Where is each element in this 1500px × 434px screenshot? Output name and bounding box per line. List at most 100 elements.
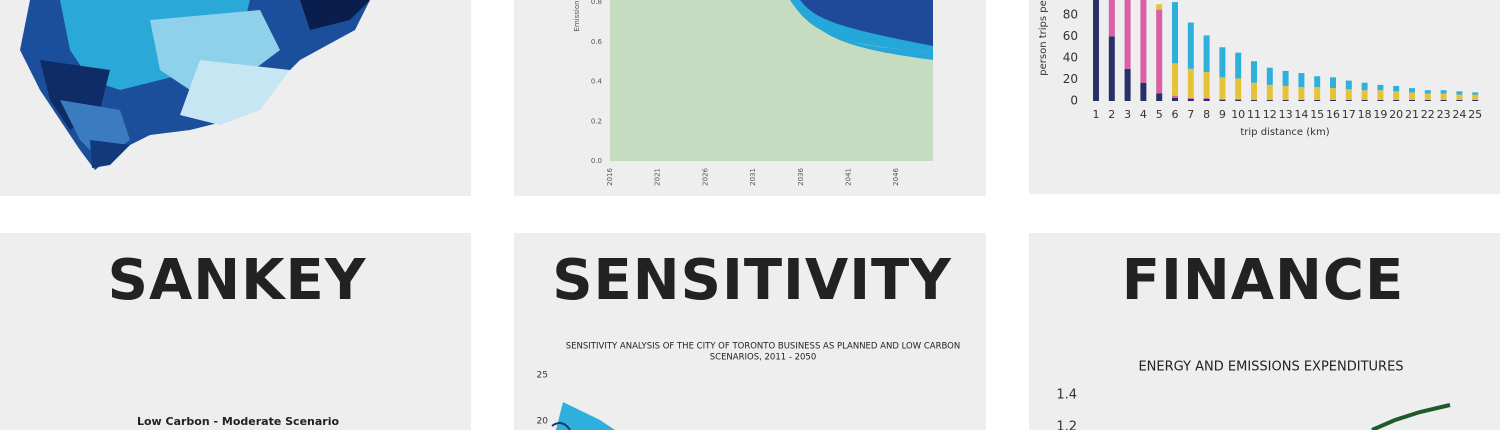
x-tick-label: 5 [1156,108,1163,121]
bar-segment [1472,99,1479,101]
x-tick-label: 7 [1187,108,1194,121]
bar-segment [1472,92,1479,95]
bar-segment [1251,61,1257,83]
y-tick-label: 20 [1063,72,1078,86]
x-tick-label: 18 [1358,108,1372,121]
bar-segment [1108,36,1115,101]
bar-segment [1456,91,1463,95]
x-tick-label: 10 [1231,108,1245,121]
bar-segment [1298,73,1305,88]
y-tick-label: 60 [1063,29,1078,43]
x-tick-label: 24 [1452,108,1466,121]
bar-segment [1345,80,1352,90]
x-tick-label: 2021 [654,168,662,186]
emissions-tile[interactable]: Emission 0.8 0.6 0.4 0.2 0.0 2016 2021 2026 2031 2… [514,0,986,196]
bar-segment [1424,99,1431,101]
bar-segment [1345,89,1352,100]
x-tick-label: 6 [1172,108,1179,121]
bar-segment [1472,94,1479,100]
bar-segment [1172,97,1178,101]
tile-background [1029,0,1500,194]
bar-segment [1456,99,1463,101]
x-tick-label: 2016 [606,167,614,185]
x-tick-label: 15 [1310,108,1324,121]
bar-segment [1314,99,1321,101]
bar-segment [1203,97,1210,99]
bar-segment [1266,84,1273,100]
sensitivity-tile[interactable]: SENSITIVITY SENSITIVITY ANALYSIS OF THE … [514,233,986,431]
bar-segment [1093,0,1099,101]
x-tick-label: 2036 [797,167,805,185]
x-tick-label: 20 [1389,108,1403,121]
map-tile[interactable] [0,0,471,196]
bar-segment [1409,92,1415,100]
bar-segment [1219,77,1226,99]
area [795,0,933,60]
y-tick-label: 0.2 [591,117,602,125]
x-tick-label: 17 [1342,108,1356,121]
bar-segment [1266,67,1273,85]
x-tick-label: 4 [1140,108,1147,121]
bar-segment [1282,99,1289,101]
bar-segment [1282,70,1289,86]
bar-segment [1187,97,1194,99]
bar-segment [1187,22,1194,69]
x-tick-label: 16 [1326,108,1340,121]
x-tick-label: 1 [1093,108,1100,121]
tile-subtitle: Low Carbon - Moderate Scenario [137,415,340,428]
x-tick-label: 19 [1373,108,1387,121]
x-tick-label: 2026 [701,167,709,185]
bar-segment [1203,35,1210,72]
y-tick-label: 0 [1070,94,1078,108]
bar-segment [1345,99,1352,101]
chart-subtitle: SCENARIOS, 2011 - 2050 [710,353,817,363]
finance-tile[interactable]: FINANCE ENERGY AND EMISSIONS EXPENDITURE… [1029,233,1500,434]
y-tick-label: 80 [1063,8,1078,22]
bar-segment [1156,93,1163,101]
map [20,0,370,170]
bar-segment [1361,90,1368,100]
line [551,422,571,431]
bar-segment [1203,71,1210,98]
bar-segment [1440,93,1447,100]
bar-segment [1251,82,1257,100]
bar-segment [1124,0,1131,69]
x-tick-label: 11 [1247,108,1261,121]
area [556,402,615,430]
bar-segment [1235,99,1242,101]
y-axis-label: Emission [573,0,581,31]
area [800,0,933,46]
bar-segment [1140,82,1147,101]
bar-segment [1377,84,1384,91]
bar-segment [1440,99,1447,101]
y-tick-label: 0.6 [591,38,603,46]
tile-background [514,233,986,430]
bar-segment [1440,90,1447,94]
bar-segment [1108,0,1115,37]
x-tick-label: 8 [1203,108,1210,121]
bar-segment [1377,99,1384,101]
x-tick-label: 2041 [845,168,853,186]
y-tick-label: 0.0 [591,157,602,165]
bar-segment [1393,85,1400,92]
bar-segment [1282,85,1289,100]
y-tick-label: 25 [537,371,548,381]
bar-segment [1156,9,1163,94]
bar-segment [1219,98,1226,100]
chart-subtitle: ENERGY AND EMISSIONS EXPENDITURES [1138,360,1403,375]
x-tick-label: 14 [1294,108,1308,121]
bar-segment [1251,99,1257,101]
area-chart [610,0,933,161]
x-tick-label: 25 [1468,108,1482,121]
y-tick-label: 1.4 [1056,388,1077,403]
x-tick-label: 13 [1279,108,1293,121]
bar-segment [1172,2,1178,64]
bar-segment [1330,88,1336,100]
sankey-tile[interactable]: SANKEY Low Carbon - Moderate Scenario [0,233,471,430]
bar-segment [1393,91,1400,100]
x-tick-label: 2031 [749,168,757,186]
tile-background [0,233,471,430]
bar-segment [1235,78,1242,99]
